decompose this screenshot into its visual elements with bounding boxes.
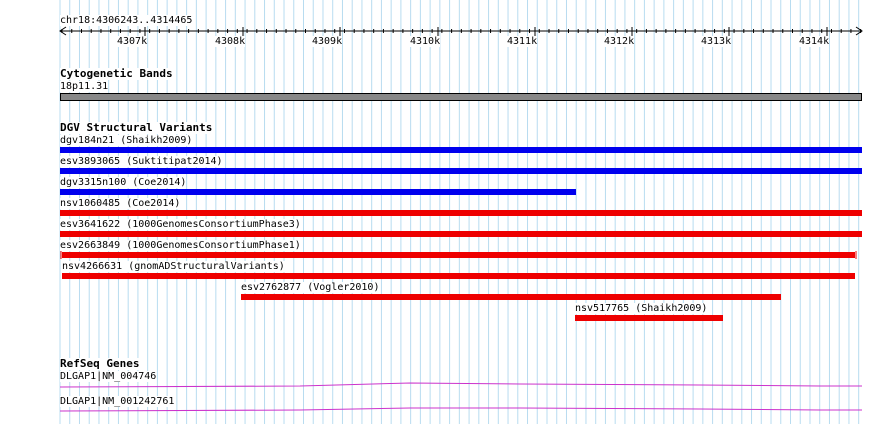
refseq-track-title[interactable]: RefSeq Genes — [60, 357, 140, 370]
dgv-feature-label: dgv3315n100 (Coe2014) — [60, 177, 187, 188]
dgv-feature-bar[interactable] — [60, 147, 862, 153]
ruler-tick-label: 4311k — [507, 36, 538, 47]
gene-label: DLGAP1|NM_004746 — [60, 371, 157, 382]
dgv-feature-label: esv2762877 (Vogler2010) — [241, 282, 380, 293]
ruler-left-arrow — [59, 26, 67, 36]
ruler-position: chr18:4306243..4314465 — [60, 15, 193, 26]
ruler-tick-label: 4307k — [117, 36, 148, 47]
dgv-feature-label: esv3641622 (1000GenomesConsortiumPhase3) — [60, 219, 301, 230]
dgv-feature-bar[interactable] — [60, 168, 862, 174]
gene-line — [59, 382, 862, 388]
ruler-tick-label: 4309k — [312, 36, 343, 47]
gene-label: DLGAP1|NM_001242761 — [60, 396, 175, 407]
cytoband-feature[interactable] — [60, 93, 862, 101]
cytoband-track-title[interactable]: Cytogenetic Bands — [60, 67, 173, 80]
gene-line — [59, 407, 862, 412]
dgv-feature-label: nsv4266631 (gnomADStructuralVariants) — [62, 261, 285, 272]
ruler-tick-label: 4308k — [215, 36, 246, 47]
dgv-feature-label: nsv517765 (Shaikh2009) — [575, 303, 708, 314]
ruler-tick-label: 4313k — [701, 36, 732, 47]
dgv-feature-label: nsv1060485 (Coe2014) — [60, 198, 181, 209]
dgv-feature-bar[interactable] — [60, 210, 862, 216]
dgv-feature-label: esv2663849 (1000GenomesConsortiumPhase1) — [60, 240, 301, 251]
dgv-feature-label: esv3893065 (Suktitipat2014) — [60, 156, 223, 167]
dgv-feature-bar[interactable] — [62, 273, 855, 279]
dgv-feature-label: dgv184n21 (Shaikh2009) — [60, 135, 193, 146]
dgv-feature-bar[interactable] — [62, 252, 855, 258]
dgv-feature-bar[interactable] — [60, 189, 576, 195]
dgv-feature-bar[interactable] — [60, 231, 862, 237]
ruler-tick-label: 4310k — [410, 36, 441, 47]
dgv-feature-bar[interactable] — [241, 294, 781, 300]
dgv-track-title[interactable]: DGV Structural Variants — [60, 121, 213, 134]
cytoband-label: 18p11.31 — [60, 81, 109, 92]
ruler-right-arrow — [855, 26, 863, 36]
ruler-tick-label: 4312k — [604, 36, 635, 47]
dgv-feature-bar[interactable] — [575, 315, 723, 321]
ruler-tick-label: 4314k — [799, 36, 830, 47]
